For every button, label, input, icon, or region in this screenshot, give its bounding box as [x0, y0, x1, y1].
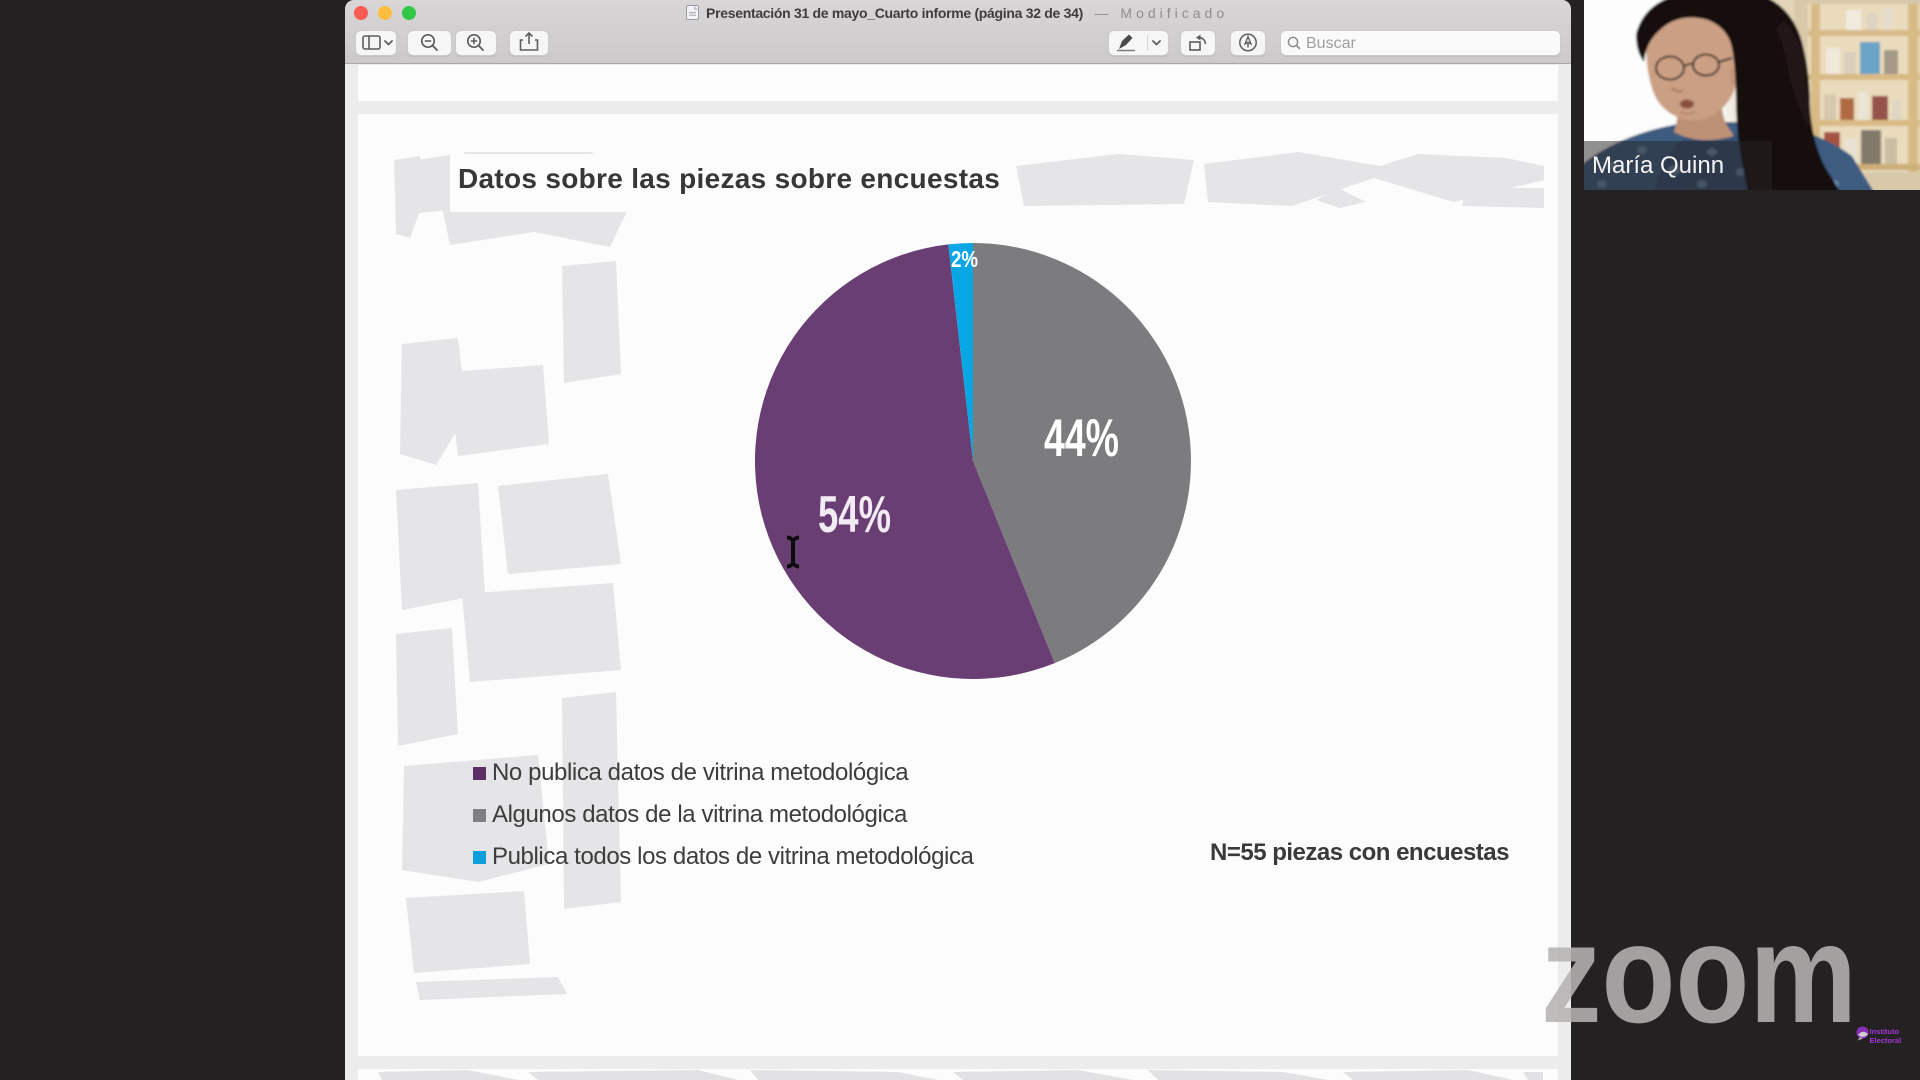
svg-text:zoom: zoom	[1541, 920, 1857, 1050]
svg-text:Electoral: Electoral	[1870, 1036, 1902, 1045]
svg-text:54%: 54%	[818, 486, 891, 544]
svg-text:Instituto: Instituto	[1870, 1027, 1900, 1036]
svg-text:44%: 44%	[1044, 409, 1119, 468]
svg-text:2%: 2%	[951, 246, 978, 272]
svg-text:Buscar: Buscar	[1306, 35, 1356, 52]
